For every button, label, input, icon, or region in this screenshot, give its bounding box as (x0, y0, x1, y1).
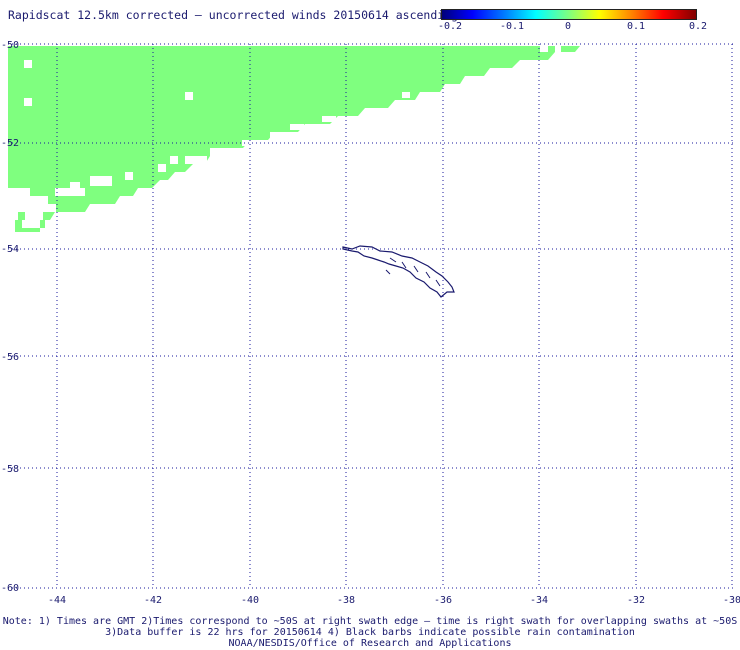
swath-gap (8, 220, 15, 232)
swath-gap (322, 116, 336, 122)
swath-gap (24, 60, 32, 68)
swath-gap (185, 156, 207, 164)
swath-gap (70, 182, 80, 190)
swath-gap (24, 98, 32, 106)
colorbar-tick: 0.2 (688, 21, 708, 32)
swath-gap (185, 92, 193, 100)
lon-tick-label: -38 (337, 595, 355, 606)
swath-gap (555, 46, 561, 52)
swath-gap (25, 212, 43, 220)
swath-gap (210, 148, 232, 156)
lon-tick-label: -42 (144, 595, 162, 606)
colorbar-tick: -0.2 (437, 21, 463, 32)
lat-tick-label: -56 (1, 352, 19, 363)
swath-region (8, 46, 580, 232)
colorbar (441, 9, 697, 20)
lon-tick-label: -34 (530, 595, 548, 606)
swath-gap (55, 188, 85, 196)
swath-gap (22, 220, 40, 228)
south-georgia-coastline (342, 245, 455, 298)
swath-gap (170, 156, 178, 164)
swath-gap (270, 132, 280, 138)
lat-tick-label: -52 (1, 138, 19, 149)
lon-tick-label: -40 (241, 595, 259, 606)
longitude-labels: -44 -42 -40 -38 -36 -34 -32 -30 (48, 595, 740, 606)
lat-tick-label: -50 (1, 40, 19, 51)
colorbar-tick: -0.1 (499, 21, 525, 32)
swath-gap (290, 124, 304, 130)
coastline-inlets (385, 257, 441, 287)
swath-gap (402, 92, 410, 98)
colorbar-tick: 0 (564, 21, 572, 32)
graticule (8, 43, 736, 589)
coastline-outline (342, 245, 455, 298)
footnote-line-2: 3)Data buffer is 22 hrs for 20150614 4) … (105, 627, 635, 638)
lat-tick-label: -54 (1, 244, 19, 255)
footnote-credit: NOAA/NESDIS/Office of Research and Appli… (228, 638, 512, 649)
lon-tick-label: -44 (48, 595, 66, 606)
swath-gap (8, 196, 48, 204)
swath-gap (158, 164, 166, 172)
colorbar-tick: 0.1 (626, 21, 646, 32)
lon-tick-label: -30 (723, 595, 740, 606)
swath-gap (125, 172, 133, 180)
swath-gap (8, 204, 56, 212)
lon-tick-label: -36 (434, 595, 452, 606)
swath-gap (90, 176, 112, 186)
swath-gap (8, 212, 18, 220)
lon-tick-label: -32 (627, 595, 645, 606)
footnote-line-1: Note: 1) Times are GMT 2)Times correspon… (2, 616, 738, 627)
lat-tick-label: -60 (1, 583, 19, 594)
swath-gap (8, 188, 30, 196)
swath-gap (540, 46, 548, 52)
latitude-labels: -50 -52 -54 -56 -58 -60 (1, 40, 19, 594)
chart-title: Rapidscat 12.5km corrected – uncorrected… (8, 8, 459, 22)
lat-tick-label: -58 (1, 464, 19, 475)
